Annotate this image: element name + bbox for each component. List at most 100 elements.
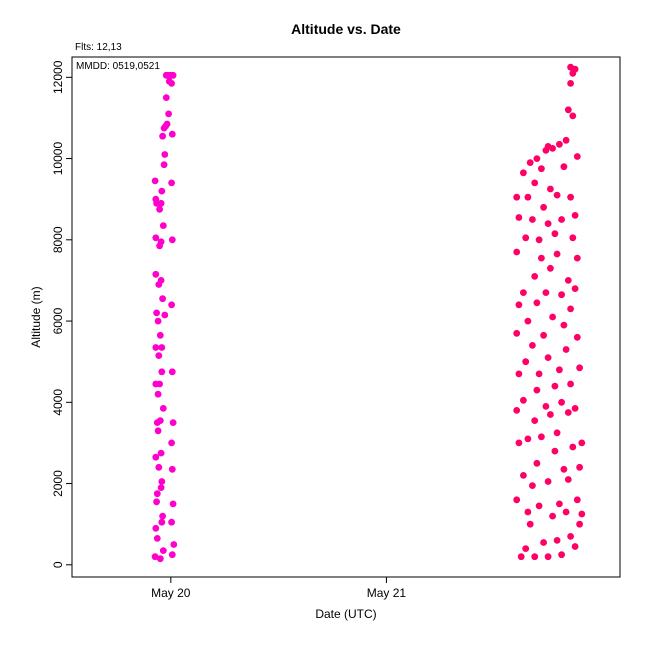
data-point-series-2 bbox=[567, 193, 574, 201]
data-point-series-2 bbox=[562, 346, 570, 353]
data-point-series-1 bbox=[156, 205, 164, 213]
data-point-series-2 bbox=[513, 496, 521, 504]
data-point-series-2 bbox=[520, 396, 527, 404]
data-point-series-2 bbox=[540, 539, 547, 546]
data-point-series-1 bbox=[153, 490, 161, 498]
data-point-series-1 bbox=[168, 551, 176, 559]
mmdd-annotation: MMDD: 0519,0521 bbox=[76, 61, 160, 72]
y-tick-label: 4000 bbox=[51, 389, 65, 416]
data-point-series-2 bbox=[515, 214, 523, 221]
data-point-series-2 bbox=[524, 508, 532, 516]
data-point-series-2 bbox=[535, 502, 543, 510]
data-point-series-2 bbox=[573, 333, 581, 341]
data-point-series-2 bbox=[564, 476, 572, 483]
data-point-series-1 bbox=[161, 151, 169, 158]
data-point-series-2 bbox=[544, 143, 552, 150]
data-point-series-2 bbox=[540, 203, 547, 211]
y-tick-label: 2000 bbox=[51, 470, 65, 497]
data-point-series-1 bbox=[159, 547, 167, 554]
data-point-series-2 bbox=[522, 358, 530, 366]
data-point-series-1 bbox=[151, 553, 159, 561]
data-point-series-2 bbox=[547, 411, 554, 418]
data-point-series-2 bbox=[547, 185, 554, 193]
y-tick-label: 8000 bbox=[51, 226, 65, 253]
data-point-series-2 bbox=[567, 80, 574, 87]
y-axis-label: Altitude (m) bbox=[29, 286, 43, 347]
data-point-series-1 bbox=[162, 94, 170, 101]
data-point-series-2 bbox=[558, 398, 565, 406]
y-tick-label: 10000 bbox=[51, 142, 65, 176]
data-point-series-1 bbox=[152, 270, 160, 278]
data-point-series-2 bbox=[564, 409, 572, 416]
data-point-series-1 bbox=[157, 484, 165, 491]
data-point-series-1 bbox=[165, 110, 173, 118]
data-point-series-2 bbox=[513, 193, 521, 201]
data-point-series-1 bbox=[159, 405, 167, 412]
data-point-series-1 bbox=[158, 518, 166, 526]
data-point-series-1 bbox=[163, 120, 171, 128]
data-point-series-2 bbox=[569, 443, 577, 451]
data-point-series-1 bbox=[158, 187, 166, 195]
data-point-series-2 bbox=[542, 403, 550, 410]
data-point-series-2 bbox=[578, 510, 586, 518]
data-point-series-2 bbox=[569, 112, 577, 120]
data-point-series-2 bbox=[542, 289, 550, 296]
data-point-series-1 bbox=[152, 234, 160, 242]
data-point-series-2 bbox=[573, 254, 581, 262]
data-point-series-2 bbox=[526, 520, 534, 528]
data-point-series-2 bbox=[535, 236, 543, 244]
data-point-series-1 bbox=[168, 368, 176, 376]
data-point-series-1 bbox=[157, 449, 165, 457]
data-point-series-1 bbox=[156, 555, 164, 563]
data-point-series-2 bbox=[558, 291, 565, 299]
y-tick-label: 12000 bbox=[51, 60, 65, 94]
data-point-series-2 bbox=[513, 248, 521, 256]
data-point-series-2 bbox=[544, 553, 552, 561]
data-point-series-2 bbox=[544, 220, 552, 228]
data-point-series-1 bbox=[153, 309, 161, 317]
data-point-series-2 bbox=[571, 405, 579, 412]
data-point-series-2 bbox=[556, 140, 563, 148]
data-point-series-2 bbox=[526, 159, 534, 167]
data-point-series-2 bbox=[538, 254, 545, 262]
data-point-series-1 bbox=[154, 317, 162, 325]
data-point-series-2 bbox=[553, 429, 561, 437]
data-point-series-2 bbox=[540, 331, 547, 339]
data-point-series-2 bbox=[578, 439, 586, 447]
x-tick-label: May 21 bbox=[367, 586, 407, 600]
data-point-series-1 bbox=[156, 417, 164, 424]
data-point-series-2 bbox=[517, 553, 525, 561]
data-point-series-1 bbox=[156, 331, 164, 339]
data-point-series-2 bbox=[538, 433, 545, 441]
data-point-series-1 bbox=[159, 512, 167, 520]
data-point-series-2 bbox=[515, 370, 523, 378]
data-point-series-2 bbox=[560, 321, 568, 329]
data-point-series-2 bbox=[520, 169, 527, 177]
data-point-series-1 bbox=[153, 535, 161, 542]
data-point-series-2 bbox=[529, 482, 536, 489]
data-point-series-2 bbox=[571, 65, 579, 73]
data-point-series-2 bbox=[571, 285, 579, 292]
y-tick-label: 0 bbox=[51, 561, 65, 568]
data-point-series-2 bbox=[560, 163, 568, 171]
data-point-series-1 bbox=[157, 277, 165, 284]
data-point-series-2 bbox=[556, 500, 563, 508]
chart-title: Altitude vs. Date bbox=[291, 21, 401, 37]
y-tick-label: 6000 bbox=[51, 307, 65, 334]
data-point-series-2 bbox=[515, 301, 523, 309]
data-point-series-1 bbox=[170, 541, 178, 548]
data-point-series-2 bbox=[558, 216, 565, 223]
data-point-series-2 bbox=[564, 106, 572, 114]
data-point-series-1 bbox=[158, 344, 166, 351]
data-point-series-1 bbox=[154, 390, 162, 398]
data-point-series-2 bbox=[553, 537, 561, 544]
data-point-series-2 bbox=[522, 234, 530, 242]
data-point-series-1 bbox=[155, 352, 163, 359]
data-point-series-2 bbox=[533, 155, 541, 163]
data-point-series-2 bbox=[553, 191, 561, 199]
data-point-series-2 bbox=[513, 407, 521, 414]
data-point-series-1 bbox=[168, 301, 176, 309]
data-point-series-2 bbox=[531, 553, 539, 561]
data-point-series-2 bbox=[571, 543, 579, 550]
